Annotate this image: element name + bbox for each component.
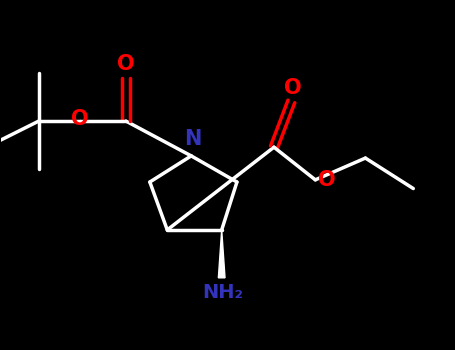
Text: O: O: [117, 54, 135, 74]
Text: N: N: [184, 129, 202, 149]
Text: O: O: [318, 170, 335, 190]
Text: O: O: [284, 78, 301, 98]
Text: O: O: [71, 108, 89, 129]
Polygon shape: [218, 230, 225, 278]
Text: NH₂: NH₂: [202, 283, 243, 302]
